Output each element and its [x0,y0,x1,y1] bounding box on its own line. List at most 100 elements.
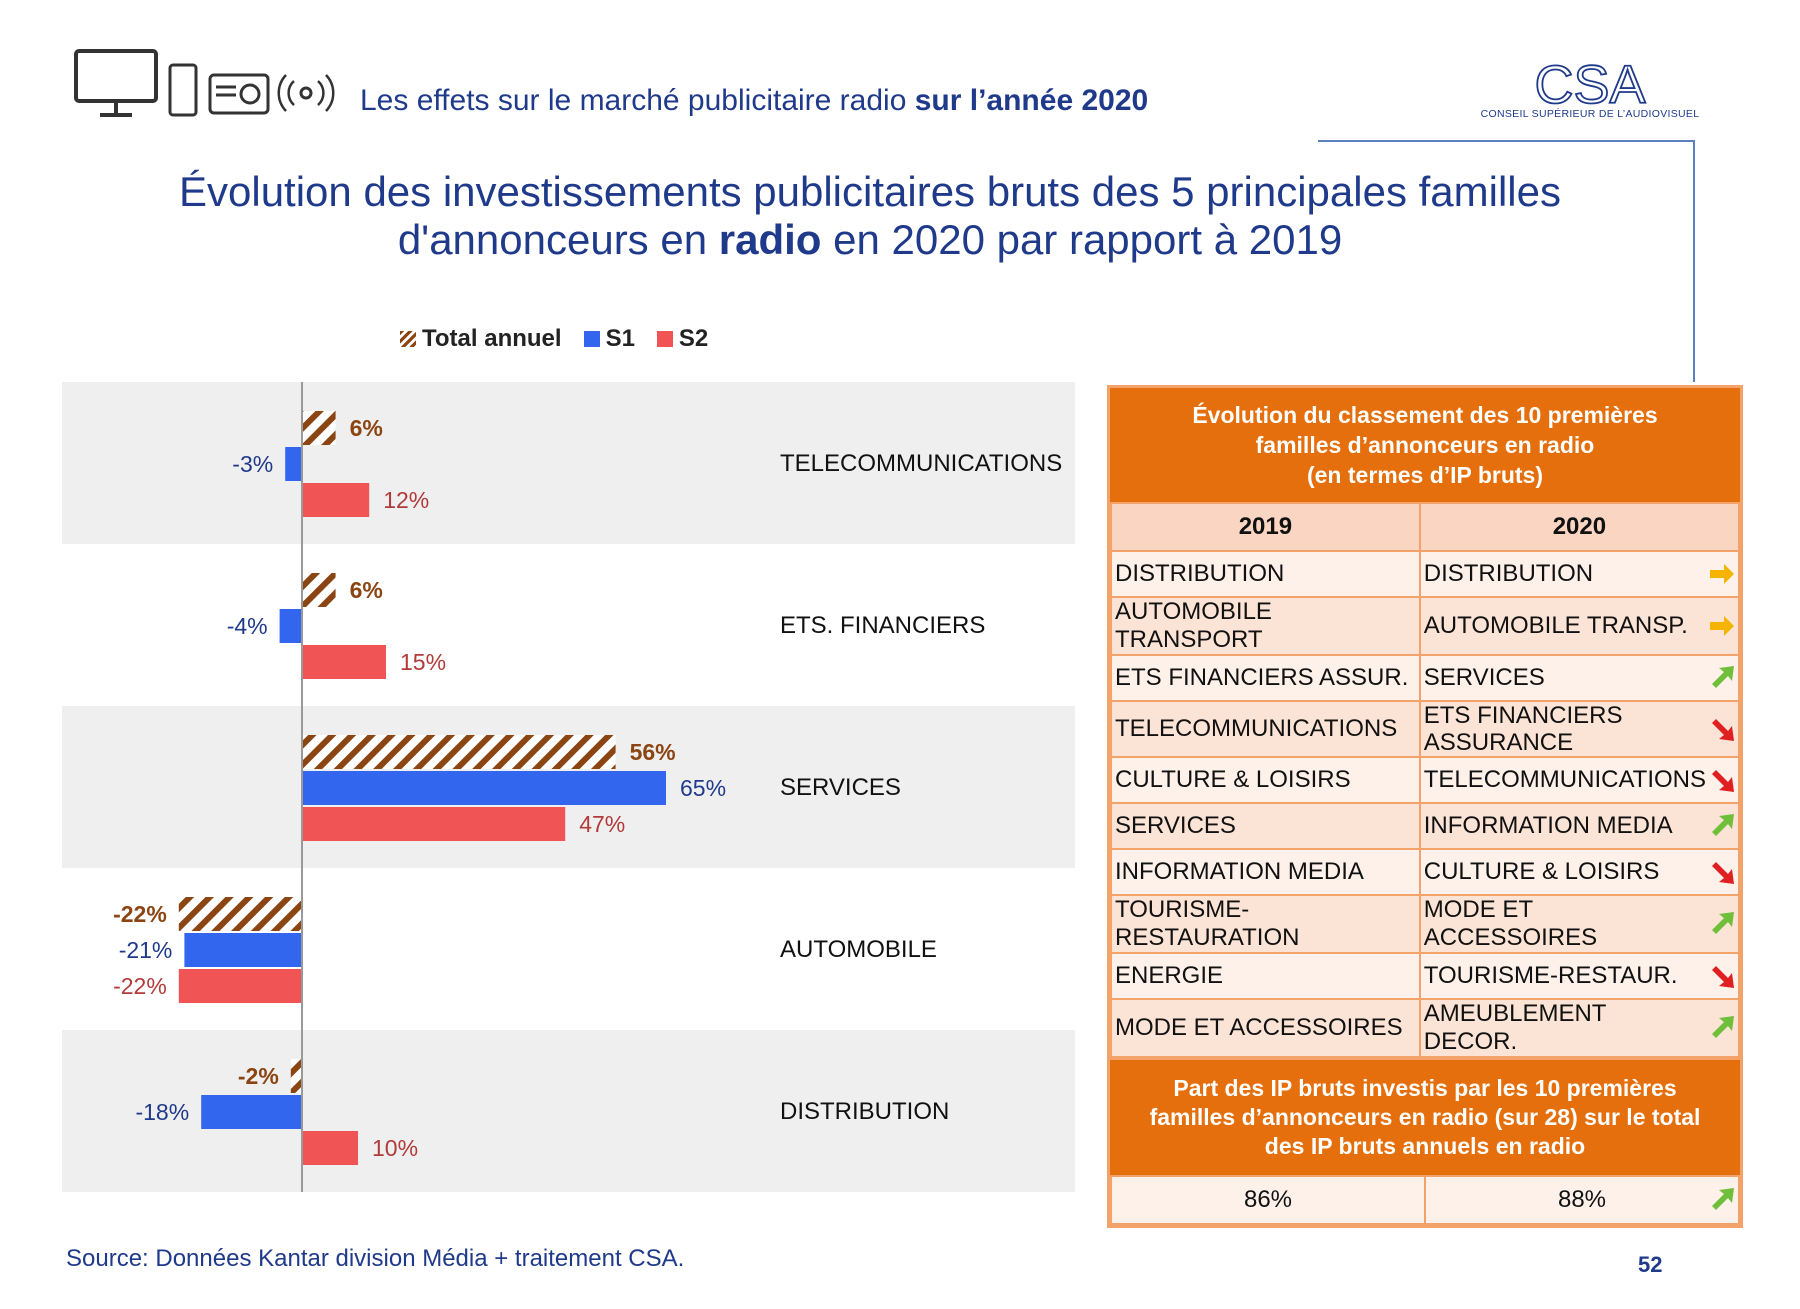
trend-up-icon [1712,1016,1734,1038]
share-table: 86% 88% [1110,1175,1740,1225]
trend-stable-icon [1710,616,1734,636]
bar-total-annuel [302,735,616,769]
col-header-2020: 2020 [1418,502,1741,552]
data-label: -22% [113,901,167,927]
trend-up-icon [1712,814,1734,836]
data-label: 65% [680,775,726,801]
cell-2020: AMEUBLEMENT DECOR. [1418,998,1741,1058]
radio-icon [208,73,270,115]
bar-s2 [302,1131,358,1165]
logo-subtitle: CONSEIL SUPÉRIEUR DE L’AUDIOVISUEL [1480,108,1700,120]
share-header: Part des IP bruts investis par les 10 pr… [1110,1058,1740,1175]
cell-2020: TELECOMMUNICATIONS [1418,756,1741,804]
data-label: -2% [238,1063,279,1089]
data-label: 10% [372,1135,418,1161]
legend-swatch-s2 [656,331,673,347]
category-label: SERVICES [780,774,901,801]
data-label: -22% [113,973,167,999]
data-label: 15% [400,649,446,675]
trend-down-icon [1712,770,1734,792]
trend-down-icon [1712,966,1734,988]
table-row: DISTRIBUTION DISTRIBUTION [1110,550,1741,598]
bar-s2 [178,969,302,1003]
bar-s2 [302,483,370,517]
trend-stable-icon [1710,564,1734,584]
legend-item-s2: S2 [656,325,708,353]
bar-s1 [279,609,302,643]
trend-up-icon [1712,1188,1734,1210]
data-label: -4% [227,613,268,639]
cell-2020: INFORMATION MEDIA [1418,802,1741,850]
source-note: Source: Données Kantar division Média + … [66,1245,685,1272]
trend-up-icon [1712,912,1734,934]
media-icons [74,49,335,117]
share-2019: 86% [1110,1175,1426,1225]
legend-swatch-total [400,331,416,347]
bar-s1 [285,447,302,481]
cell-2019: TOURISME-RESTAURATION [1110,894,1421,954]
category-label: ETS. FINANCIERS [780,612,985,639]
cell-2019: DISTRIBUTION [1110,550,1421,598]
connector-line [1318,140,1695,382]
category-label: TELECOMMUNICATIONS [780,450,1062,477]
bar-s1 [184,933,302,967]
cell-2020: DISTRIBUTION [1418,550,1741,598]
ranking-panel: Évolution du classement des 10 premières… [1107,385,1743,1228]
data-label: -3% [232,451,273,477]
page-title: Évolution des investissements publicitai… [90,168,1650,264]
data-label: -21% [119,937,173,963]
col-header-2019: 2019 [1110,502,1421,552]
cell-2019: MODE ET ACCESSOIRES [1110,998,1421,1058]
title-line-1: Évolution des investissements publicitai… [179,168,1561,215]
category-band [62,382,1075,544]
legend-item-s1: S1 [583,325,635,353]
ranking-table: 2019 2020 DISTRIBUTION DISTRIBUTION AUTOMO… [1110,502,1741,1058]
title-line-2: d'annonceurs en radio en 2020 par rappor… [397,216,1343,263]
cell-2020: AUTOMOBILE TRANSP. [1418,596,1741,656]
trend-down-icon [1712,719,1734,741]
phone-icon [168,63,198,117]
table-row: ETS FINANCIERS ASSUR. SERVICES [1110,654,1741,702]
legend-item-total: Total annuel [400,325,562,353]
table-row: ENERGIE TOURISME-RESTAUR. [1110,952,1741,1000]
share-2020: 88% [1424,1175,1740,1225]
data-label: 6% [350,577,383,603]
table-row: INFORMATION MEDIA CULTURE & LOISIRS [1110,848,1741,896]
cell-2020: ETS FINANCIERS ASSURANCE [1418,700,1741,758]
chart-legend: Total annuel S1 S2 [400,322,708,356]
cell-2019: SERVICES [1110,802,1421,850]
data-label: 6% [350,415,383,441]
bar-s2 [302,807,566,841]
data-label: 56% [630,739,676,765]
table-row: MODE ET ACCESSOIRES AMEUBLEMENT DECOR. [1110,998,1741,1058]
cell-2020: SERVICES [1418,654,1741,702]
cell-2020: CULTURE & LOISIRS [1418,848,1741,896]
table-row: TOURISME-RESTAURATION MODE ET ACCESSOIRES [1110,894,1741,954]
cell-2019: TELECOMMUNICATIONS [1110,700,1421,758]
bar-total-annuel [290,1059,302,1093]
logo-mark: CSA [1534,55,1645,115]
header-title: Les effets sur le marché publicitaire ra… [360,84,1149,117]
table-row: TELECOMMUNICATIONS ETS FINANCIERS ASSURAN… [1110,700,1741,758]
cell-2019: ETS FINANCIERS ASSUR. [1110,654,1421,702]
table-row: SERVICES INFORMATION MEDIA [1110,802,1741,850]
data-label: 47% [579,811,625,837]
legend-swatch-s1 [583,331,600,347]
data-label: 12% [383,487,429,513]
bar-total-annuel [302,573,336,607]
category-label: AUTOMOBILE [780,936,937,963]
bar-s1 [302,771,666,805]
csa-logo: CSA [1534,54,1647,116]
trend-down-icon [1712,862,1734,884]
table-row: CULTURE & LOISIRS TELECOMMUNICATIONS [1110,756,1741,804]
cell-2019: INFORMATION MEDIA [1110,848,1421,896]
cell-2019: CULTURE & LOISIRS [1110,756,1421,804]
cell-2020: MODE ET ACCESSOIRES [1418,894,1741,954]
page-number: 52 [1638,1252,1663,1277]
category-label: DISTRIBUTION [780,1098,949,1125]
bar-chart: TELECOMMUNICATIONS 6% -3% 12% ETS. FINANCIER… [62,382,1075,1192]
cell-2019: ENERGIE [1110,952,1421,1000]
tv-icon [74,49,158,103]
bar-s2 [302,645,386,679]
ranking-header: Évolution du classement des 10 premières… [1110,388,1740,502]
